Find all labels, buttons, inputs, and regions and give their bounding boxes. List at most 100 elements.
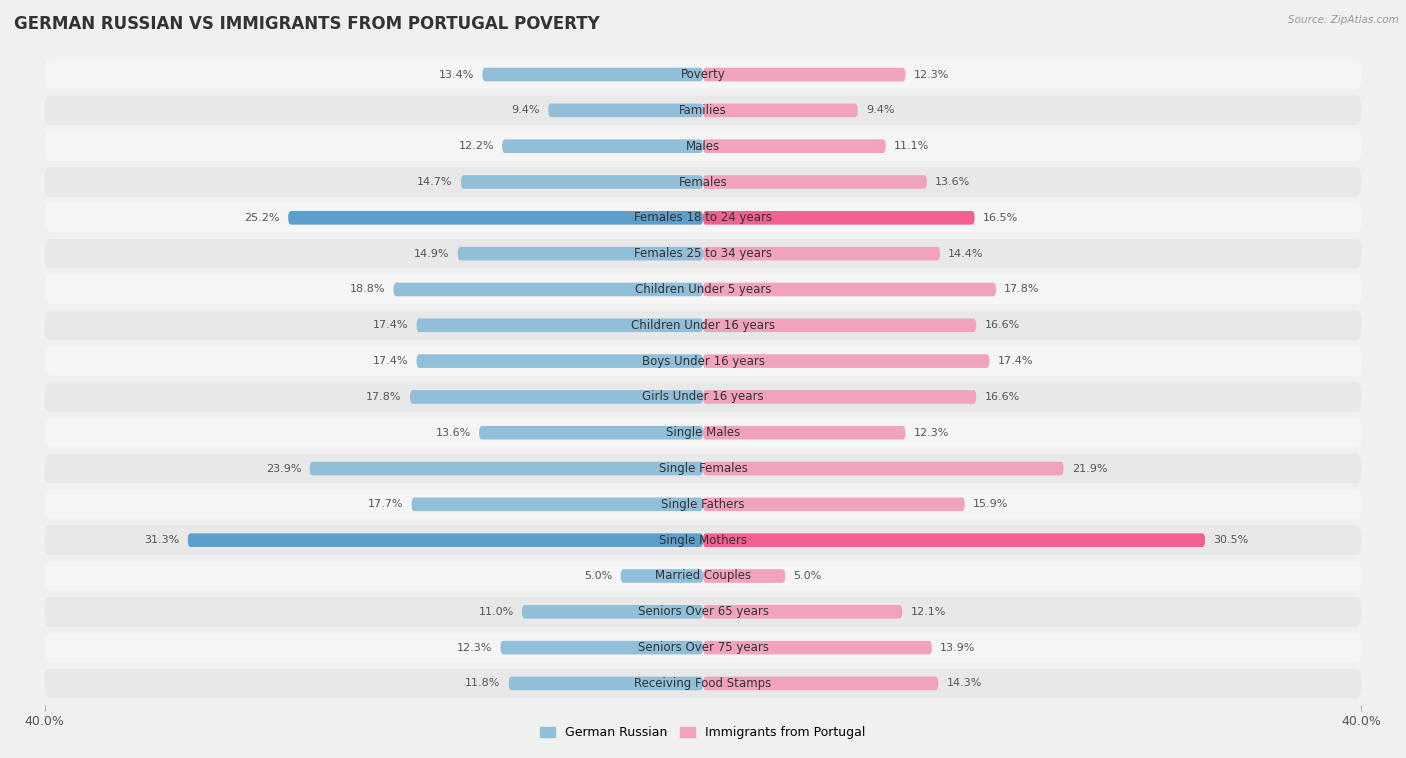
Text: Children Under 16 years: Children Under 16 years (631, 319, 775, 332)
Text: Single Mothers: Single Mothers (659, 534, 747, 547)
Text: 17.4%: 17.4% (373, 321, 408, 330)
Text: Females 18 to 24 years: Females 18 to 24 years (634, 211, 772, 224)
FancyBboxPatch shape (45, 454, 1361, 484)
FancyBboxPatch shape (416, 318, 703, 332)
Text: 18.8%: 18.8% (350, 284, 385, 294)
Text: 12.2%: 12.2% (458, 141, 494, 151)
Text: 16.6%: 16.6% (984, 392, 1019, 402)
FancyBboxPatch shape (703, 104, 858, 117)
Text: 14.9%: 14.9% (413, 249, 450, 258)
Text: Source: ZipAtlas.com: Source: ZipAtlas.com (1288, 15, 1399, 25)
FancyBboxPatch shape (461, 175, 703, 189)
Text: Seniors Over 75 years: Seniors Over 75 years (637, 641, 769, 654)
FancyBboxPatch shape (703, 641, 932, 654)
FancyBboxPatch shape (703, 390, 976, 404)
Text: 30.5%: 30.5% (1213, 535, 1249, 545)
FancyBboxPatch shape (703, 569, 786, 583)
FancyBboxPatch shape (509, 677, 703, 691)
Text: 5.0%: 5.0% (585, 571, 613, 581)
FancyBboxPatch shape (45, 597, 1361, 627)
Text: 13.4%: 13.4% (439, 70, 474, 80)
Text: 9.4%: 9.4% (512, 105, 540, 115)
FancyBboxPatch shape (703, 139, 886, 153)
FancyBboxPatch shape (703, 677, 938, 691)
FancyBboxPatch shape (479, 426, 703, 440)
FancyBboxPatch shape (703, 247, 941, 261)
Text: 13.6%: 13.6% (436, 428, 471, 437)
Text: 17.8%: 17.8% (1004, 284, 1039, 294)
Text: Married Couples: Married Couples (655, 569, 751, 582)
FancyBboxPatch shape (501, 641, 703, 654)
Text: Females 25 to 34 years: Females 25 to 34 years (634, 247, 772, 260)
Text: Children Under 5 years: Children Under 5 years (634, 283, 772, 296)
FancyBboxPatch shape (416, 354, 703, 368)
FancyBboxPatch shape (482, 67, 703, 81)
FancyBboxPatch shape (188, 534, 703, 547)
FancyBboxPatch shape (703, 175, 927, 189)
FancyBboxPatch shape (45, 669, 1361, 698)
Text: Boys Under 16 years: Boys Under 16 years (641, 355, 765, 368)
Text: 12.1%: 12.1% (911, 607, 946, 617)
Text: 14.7%: 14.7% (418, 177, 453, 187)
Text: 15.9%: 15.9% (973, 500, 1008, 509)
FancyBboxPatch shape (522, 605, 703, 619)
FancyBboxPatch shape (45, 418, 1361, 447)
Text: Families: Families (679, 104, 727, 117)
Text: 13.9%: 13.9% (941, 643, 976, 653)
Text: Seniors Over 65 years: Seniors Over 65 years (637, 606, 769, 619)
FancyBboxPatch shape (620, 569, 703, 583)
FancyBboxPatch shape (458, 247, 703, 261)
FancyBboxPatch shape (45, 168, 1361, 196)
FancyBboxPatch shape (703, 426, 905, 440)
Text: GERMAN RUSSIAN VS IMMIGRANTS FROM PORTUGAL POVERTY: GERMAN RUSSIAN VS IMMIGRANTS FROM PORTUG… (14, 15, 600, 33)
Text: 11.8%: 11.8% (465, 678, 501, 688)
FancyBboxPatch shape (45, 131, 1361, 161)
FancyBboxPatch shape (45, 633, 1361, 662)
FancyBboxPatch shape (45, 96, 1361, 125)
FancyBboxPatch shape (288, 211, 703, 224)
Text: 14.3%: 14.3% (946, 678, 981, 688)
Text: Single Fathers: Single Fathers (661, 498, 745, 511)
FancyBboxPatch shape (703, 318, 976, 332)
Text: 13.6%: 13.6% (935, 177, 970, 187)
FancyBboxPatch shape (45, 562, 1361, 590)
Text: 17.4%: 17.4% (998, 356, 1033, 366)
Text: 14.4%: 14.4% (948, 249, 984, 258)
Text: 23.9%: 23.9% (266, 464, 301, 474)
FancyBboxPatch shape (502, 139, 703, 153)
FancyBboxPatch shape (45, 525, 1361, 555)
Text: 9.4%: 9.4% (866, 105, 894, 115)
Text: 21.9%: 21.9% (1071, 464, 1107, 474)
FancyBboxPatch shape (703, 354, 990, 368)
Text: 17.7%: 17.7% (368, 500, 404, 509)
Text: 12.3%: 12.3% (914, 428, 949, 437)
Text: Females: Females (679, 176, 727, 189)
Text: Males: Males (686, 139, 720, 152)
FancyBboxPatch shape (45, 60, 1361, 89)
Text: Poverty: Poverty (681, 68, 725, 81)
FancyBboxPatch shape (45, 274, 1361, 304)
Legend: German Russian, Immigrants from Portugal: German Russian, Immigrants from Portugal (536, 722, 870, 744)
Text: 5.0%: 5.0% (793, 571, 821, 581)
Text: 17.8%: 17.8% (367, 392, 402, 402)
Text: 12.3%: 12.3% (914, 70, 949, 80)
Text: Receiving Food Stamps: Receiving Food Stamps (634, 677, 772, 690)
FancyBboxPatch shape (703, 534, 1205, 547)
FancyBboxPatch shape (703, 605, 903, 619)
FancyBboxPatch shape (45, 490, 1361, 519)
Text: 16.5%: 16.5% (983, 213, 1018, 223)
Text: 17.4%: 17.4% (373, 356, 408, 366)
FancyBboxPatch shape (412, 497, 703, 511)
FancyBboxPatch shape (45, 382, 1361, 412)
FancyBboxPatch shape (309, 462, 703, 475)
Text: 25.2%: 25.2% (245, 213, 280, 223)
Text: 12.3%: 12.3% (457, 643, 492, 653)
FancyBboxPatch shape (703, 462, 1063, 475)
FancyBboxPatch shape (394, 283, 703, 296)
Text: 16.6%: 16.6% (984, 321, 1019, 330)
Text: 11.0%: 11.0% (478, 607, 513, 617)
FancyBboxPatch shape (548, 104, 703, 117)
Text: 11.1%: 11.1% (894, 141, 929, 151)
FancyBboxPatch shape (45, 203, 1361, 233)
FancyBboxPatch shape (45, 311, 1361, 340)
